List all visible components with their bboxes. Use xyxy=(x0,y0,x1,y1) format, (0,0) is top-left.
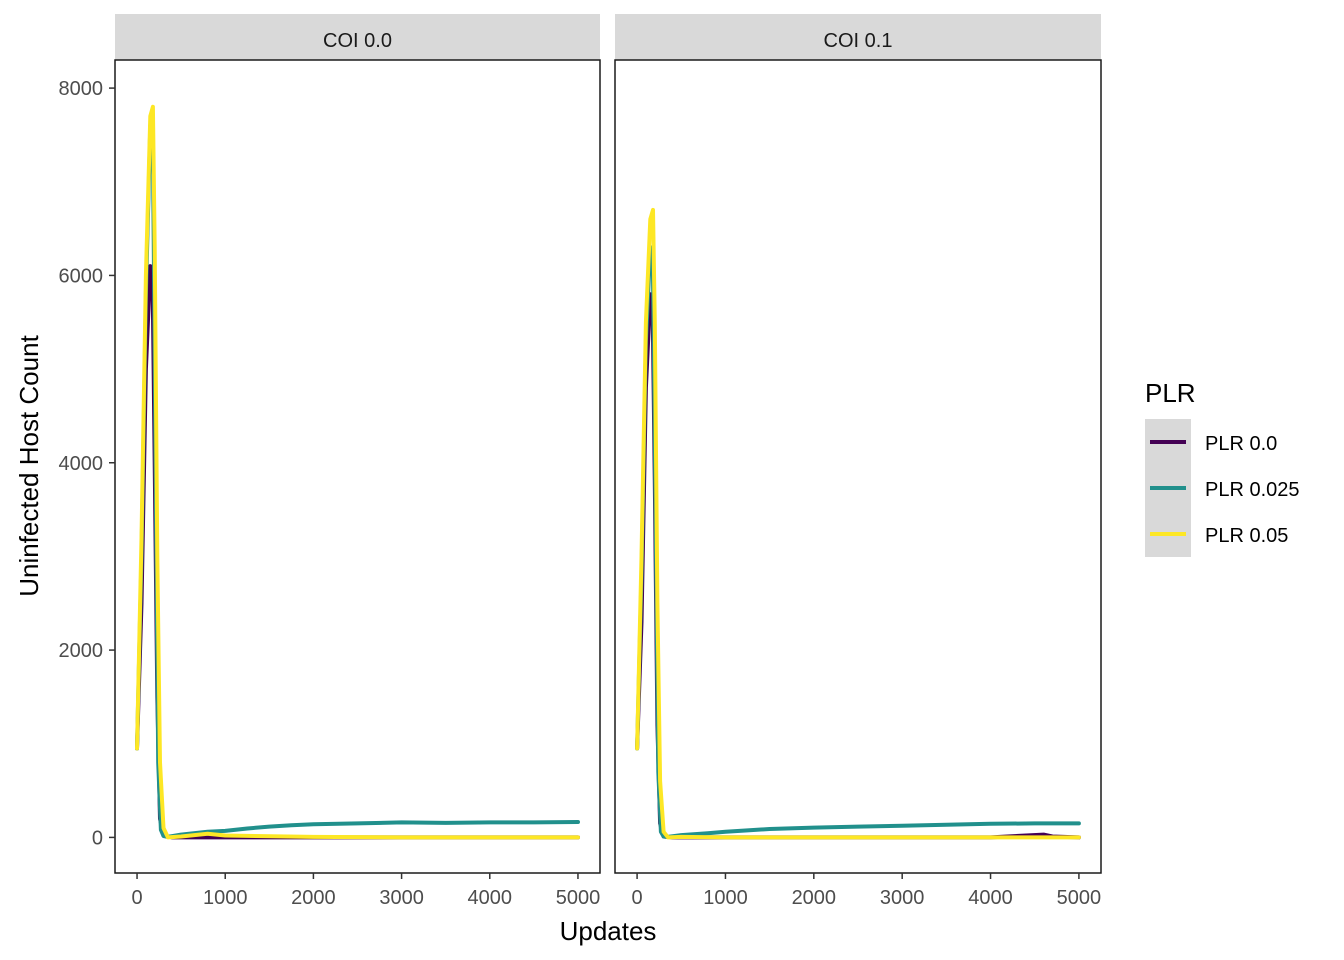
series-line-plr-0-025 xyxy=(635,245,1081,839)
legend-label: PLR 0.025 xyxy=(1205,479,1300,501)
x-tick-label: 1000 xyxy=(703,887,748,909)
y-tick-label: 0 xyxy=(92,827,103,849)
x-tick-label: 3000 xyxy=(379,887,424,909)
panel-strip xyxy=(615,14,1101,60)
x-tick-label: 1000 xyxy=(203,887,248,909)
y-tick-label: 2000 xyxy=(59,640,104,662)
legend-entry: PLR 0.025 xyxy=(1150,479,1300,501)
y-tick-label: 8000 xyxy=(59,78,104,100)
series-line-plr-0-025 xyxy=(135,123,580,839)
legend-entry: PLR 0.0 xyxy=(1150,433,1277,455)
legend-label: PLR 0.05 xyxy=(1205,525,1288,547)
series-line-plr-0-05 xyxy=(635,207,1081,840)
series-line-plr-0-0 xyxy=(635,292,1081,840)
legend-label: PLR 0.0 xyxy=(1205,433,1277,455)
panels-layer: COI 0.0 0 1000 2000 3000 4000 5000 0 2000 4000 600… xyxy=(59,14,1102,909)
x-tick-label: 4000 xyxy=(468,887,513,909)
panel-1: COI 0.0 0 1000 2000 3000 4000 5000 0 2000 4000 600… xyxy=(59,14,601,909)
x-tick-label: 0 xyxy=(632,887,643,909)
panel-strip-label: COI 0.0 xyxy=(323,30,392,52)
x-tick-label: 2000 xyxy=(291,887,336,909)
legend: PLR PLR 0.0 PLR 0.025 PLR 0.05 xyxy=(1145,378,1300,557)
legend-entry: PLR 0.05 xyxy=(1150,525,1288,547)
x-tick-label: 3000 xyxy=(880,887,925,909)
x-tick-label: 2000 xyxy=(792,887,837,909)
x-tick-label: 4000 xyxy=(968,887,1013,909)
panel-strip-label: COI 0.1 xyxy=(824,30,893,52)
series-line-plr-0-0 xyxy=(135,264,580,840)
y-axis-title: Uninfected Host Count xyxy=(14,334,44,596)
x-tick-label: 0 xyxy=(131,887,142,909)
x-tick-label: 5000 xyxy=(1057,887,1102,909)
legend-entries: PLR 0.0 PLR 0.025 PLR 0.05 xyxy=(1150,433,1300,547)
x-axis-title: Updates xyxy=(560,916,657,946)
x-tick-label: 5000 xyxy=(556,887,601,909)
series-line-plr-0-05 xyxy=(135,104,580,840)
panel-2: COI 0.1 0 1000 2000 3000 4000 5000 xyxy=(614,14,1102,909)
y-tick-label: 6000 xyxy=(59,265,104,287)
panel-border xyxy=(614,59,1102,874)
legend-title: PLR xyxy=(1145,378,1196,408)
y-tick-label: 4000 xyxy=(59,453,104,475)
panel-border xyxy=(114,59,601,874)
panel-strip xyxy=(115,14,600,60)
